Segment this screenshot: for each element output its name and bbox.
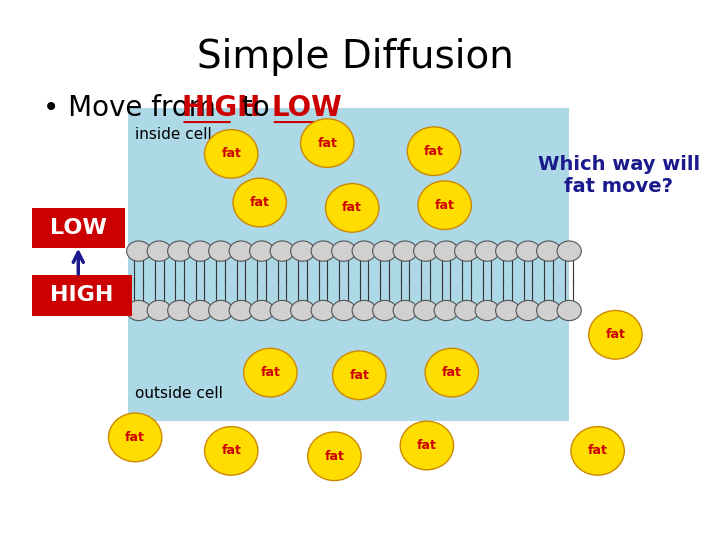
Ellipse shape: [250, 241, 274, 261]
Text: HIGH: HIGH: [181, 94, 261, 122]
Ellipse shape: [434, 241, 459, 261]
Text: outside cell: outside cell: [135, 386, 223, 401]
Ellipse shape: [557, 241, 581, 261]
Ellipse shape: [168, 300, 192, 321]
Ellipse shape: [109, 413, 162, 462]
Ellipse shape: [300, 119, 354, 167]
Ellipse shape: [325, 184, 379, 232]
Text: fat: fat: [435, 199, 454, 212]
Ellipse shape: [209, 241, 233, 261]
Ellipse shape: [270, 241, 294, 261]
Ellipse shape: [434, 300, 459, 321]
Text: fat: fat: [318, 137, 337, 150]
Text: fat: fat: [261, 366, 280, 379]
Ellipse shape: [270, 300, 294, 321]
Text: fat: fat: [250, 196, 269, 209]
FancyBboxPatch shape: [32, 208, 125, 248]
Ellipse shape: [147, 300, 171, 321]
Text: fat: fat: [342, 201, 362, 214]
Ellipse shape: [333, 351, 386, 400]
Ellipse shape: [307, 432, 361, 481]
Ellipse shape: [425, 348, 479, 397]
Ellipse shape: [291, 241, 315, 261]
Ellipse shape: [311, 300, 336, 321]
Ellipse shape: [516, 241, 540, 261]
Text: fat: fat: [221, 147, 241, 160]
Ellipse shape: [250, 300, 274, 321]
Ellipse shape: [243, 348, 297, 397]
Ellipse shape: [188, 241, 212, 261]
FancyBboxPatch shape: [32, 275, 132, 316]
Ellipse shape: [413, 300, 438, 321]
Ellipse shape: [209, 300, 233, 321]
Ellipse shape: [408, 127, 461, 176]
Ellipse shape: [229, 241, 253, 261]
Ellipse shape: [373, 300, 397, 321]
Ellipse shape: [413, 241, 438, 261]
Ellipse shape: [332, 300, 356, 321]
Ellipse shape: [400, 421, 454, 470]
Ellipse shape: [393, 300, 418, 321]
Text: Simple Diffusion: Simple Diffusion: [197, 38, 514, 76]
Ellipse shape: [589, 310, 642, 359]
FancyBboxPatch shape: [128, 108, 570, 421]
Ellipse shape: [536, 300, 561, 321]
Ellipse shape: [454, 241, 479, 261]
Ellipse shape: [495, 300, 520, 321]
Ellipse shape: [127, 300, 150, 321]
Text: inside cell: inside cell: [135, 127, 212, 142]
Ellipse shape: [204, 427, 258, 475]
Ellipse shape: [291, 300, 315, 321]
Text: to: to: [233, 94, 278, 122]
Ellipse shape: [229, 300, 253, 321]
Text: LOW: LOW: [271, 94, 343, 122]
Text: HIGH: HIGH: [50, 285, 114, 306]
Ellipse shape: [516, 300, 540, 321]
Text: LOW: LOW: [50, 218, 107, 238]
Ellipse shape: [188, 300, 212, 321]
Ellipse shape: [373, 241, 397, 261]
Text: fat: fat: [606, 328, 626, 341]
Ellipse shape: [311, 241, 336, 261]
Ellipse shape: [332, 241, 356, 261]
Ellipse shape: [495, 241, 520, 261]
Ellipse shape: [204, 130, 258, 178]
Text: Which way will
fat move?: Which way will fat move?: [538, 155, 700, 196]
Text: fat: fat: [349, 369, 369, 382]
Ellipse shape: [418, 181, 472, 230]
Text: fat: fat: [588, 444, 608, 457]
Ellipse shape: [147, 241, 171, 261]
Ellipse shape: [475, 241, 499, 261]
Ellipse shape: [352, 241, 377, 261]
Text: fat: fat: [424, 145, 444, 158]
Text: fat: fat: [417, 439, 437, 452]
Text: fat: fat: [125, 431, 145, 444]
Ellipse shape: [352, 300, 377, 321]
Ellipse shape: [454, 300, 479, 321]
Ellipse shape: [571, 427, 624, 475]
Ellipse shape: [475, 300, 499, 321]
Ellipse shape: [557, 300, 581, 321]
Ellipse shape: [233, 178, 287, 227]
Text: fat: fat: [325, 450, 344, 463]
Ellipse shape: [127, 241, 150, 261]
Text: fat: fat: [221, 444, 241, 457]
Text: fat: fat: [442, 366, 462, 379]
Text: • Move from: • Move from: [42, 94, 225, 122]
Ellipse shape: [393, 241, 418, 261]
Ellipse shape: [168, 241, 192, 261]
Ellipse shape: [536, 241, 561, 261]
